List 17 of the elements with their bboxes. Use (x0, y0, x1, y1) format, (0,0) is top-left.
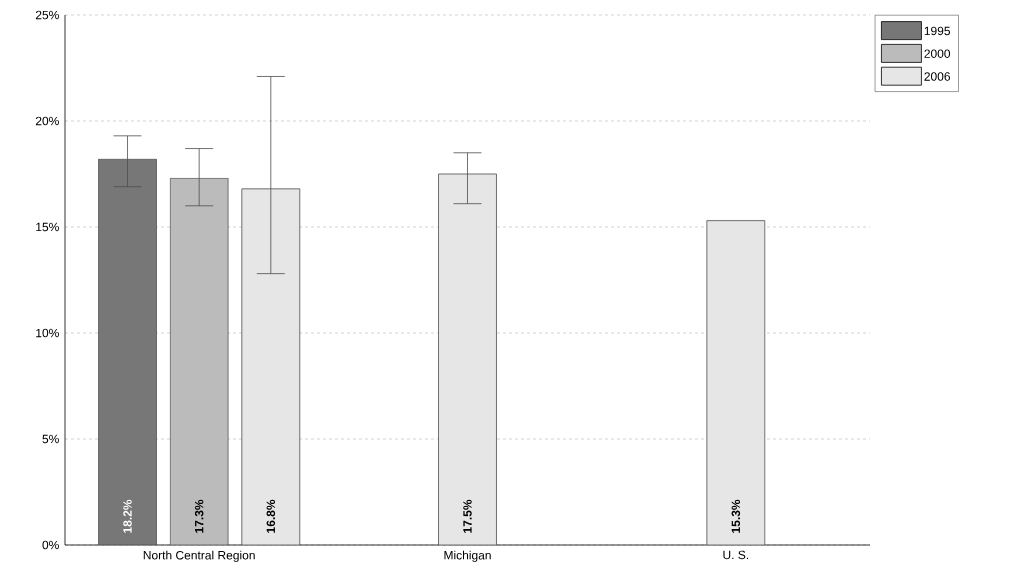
y-tick-label: 20% (35, 116, 59, 126)
y-tick-label: 10% (36, 328, 59, 338)
legend-label: 2006 (924, 72, 950, 81)
legend-label: 1995 (924, 26, 951, 36)
data-label: 17.5% (463, 499, 472, 533)
data-label: 17.3% (194, 499, 204, 533)
x-tick-label: U. S. (723, 550, 749, 560)
legend-label: 2000 (924, 49, 951, 58)
data-label: 16.8% (266, 499, 276, 533)
x-tick-label: Michigan (444, 550, 491, 562)
y-tick-label: 5% (42, 434, 59, 444)
data-label: 18.2% (123, 499, 132, 533)
data-label: 15.3% (731, 499, 741, 533)
y-tick-label: 15% (36, 222, 59, 232)
y-tick-label: 25% (35, 10, 59, 20)
y-tick-label: 0% (42, 540, 59, 550)
x-tick-label: North Central Region (143, 550, 255, 562)
